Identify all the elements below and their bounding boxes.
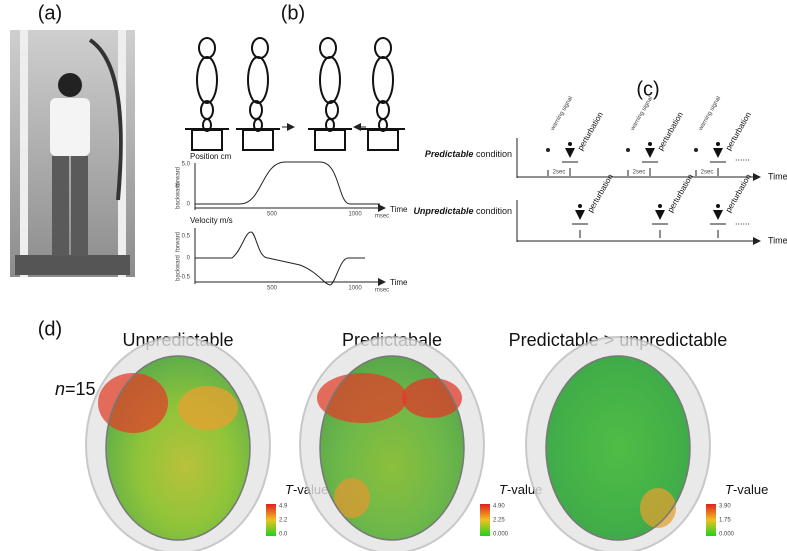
axis-label: Time (768, 235, 787, 245)
y-tick-label: 0 (187, 256, 191, 262)
colorbar-tick-label: 0.000 (493, 532, 509, 538)
interval-label: 2sec (633, 170, 646, 176)
n-symbol: n (55, 379, 65, 399)
perturbation-label: perturbation (656, 111, 685, 152)
perturbation-label: perturbation (576, 111, 605, 152)
y-tick-label: 0 (187, 202, 191, 208)
axis-label: Time (768, 171, 787, 181)
direction-label: forward (176, 167, 182, 187)
panel-label: (c) (636, 78, 659, 100)
activation (317, 373, 407, 423)
perturbation-label: perturbation (724, 111, 753, 152)
colorbar-tick-label: 3.90 (719, 504, 731, 510)
perturbation-label: perturbation (724, 173, 753, 214)
colorbar-tick-label: 4.90 (493, 504, 505, 510)
axis-label: Time (390, 205, 408, 214)
velocity-plot: Velocity m/s forward backward 0.5 0 -0.5… (176, 216, 408, 293)
activation (334, 478, 370, 518)
panel-label: (d) (38, 318, 62, 340)
colorbar-tick-label: 2.2 (279, 518, 288, 524)
y-tick-label: 5.0 (182, 162, 191, 168)
activation (640, 488, 676, 528)
continuation: ...... (735, 152, 750, 162)
t-symbol: T (725, 482, 734, 497)
brain-rim (319, 355, 465, 541)
predictable-timeline: Predictable condition Time warning signa… (425, 96, 787, 182)
brain-rim (545, 355, 691, 541)
axis-label: Time (390, 278, 408, 287)
n-value: =15 (65, 379, 96, 399)
perturbation-label: perturbation (586, 173, 615, 214)
unpredictable-timeline: Unpredictable condition Time perturbatio… (413, 173, 787, 246)
colorbar (266, 504, 276, 536)
activation (98, 373, 168, 433)
condition-name: Unpredictable (413, 206, 473, 216)
colorbar-tick-label: 2.25 (493, 518, 505, 524)
warning-label: warning signal (629, 96, 654, 133)
position-plot: Position cm forward backward 5.0 0 500 1… (176, 152, 408, 219)
plot-title: Position cm (190, 152, 232, 161)
condition-label: Predictable condition (425, 149, 512, 159)
brain-rim (105, 355, 251, 541)
colorbar-title: T-value (725, 482, 768, 497)
stick-figures (185, 37, 405, 151)
direction-label: backward (176, 255, 182, 281)
interval-label: 2sec (701, 170, 714, 176)
condition-word: condition (476, 206, 512, 216)
y-tick-label: 0.5 (182, 234, 191, 240)
t-symbol: T (499, 482, 508, 497)
interval-label: 2sec (553, 170, 566, 176)
condition-name: Predictable (425, 149, 474, 159)
warning-label: warning signal (697, 96, 722, 133)
colorbar-tick-label: 1.75 (719, 518, 731, 524)
condition-label: Unpredictable condition (413, 206, 512, 216)
t-suffix: -value (733, 482, 768, 497)
colorbar-tick-label: 4.9 (279, 504, 288, 510)
x-tick-label: 500 (267, 212, 278, 218)
x-tick-label: 1000 (348, 286, 362, 292)
y-tick-label: -0.5 (180, 275, 191, 281)
colorbar (480, 504, 490, 536)
photo (10, 30, 135, 277)
colorbar-tick-label: 0.0 (279, 532, 288, 538)
unit-label: msec (375, 214, 389, 220)
plot-title: Velocity m/s (190, 216, 233, 225)
x-tick-label: 500 (267, 286, 278, 292)
activation (178, 386, 238, 430)
direction-label: backward (176, 183, 182, 209)
colorbar (706, 504, 716, 536)
panel-label: (a) (38, 2, 62, 24)
unit-label: msec (375, 288, 389, 294)
continuation: ...... (735, 216, 750, 226)
brain-maps: UnpredictableT-value4.92.20.0Predictabal… (85, 330, 768, 551)
warning-label: warning signal (549, 96, 574, 133)
x-tick-label: 1000 (348, 212, 362, 218)
perturbation-label: perturbation (666, 173, 695, 214)
panel-label: (b) (281, 2, 305, 24)
condition-word: condition (476, 149, 512, 159)
sample-size: n=15 (55, 379, 96, 399)
direction-label: forward (176, 232, 182, 252)
colorbar-tick-label: 0.000 (719, 532, 735, 538)
t-symbol: T (285, 482, 294, 497)
